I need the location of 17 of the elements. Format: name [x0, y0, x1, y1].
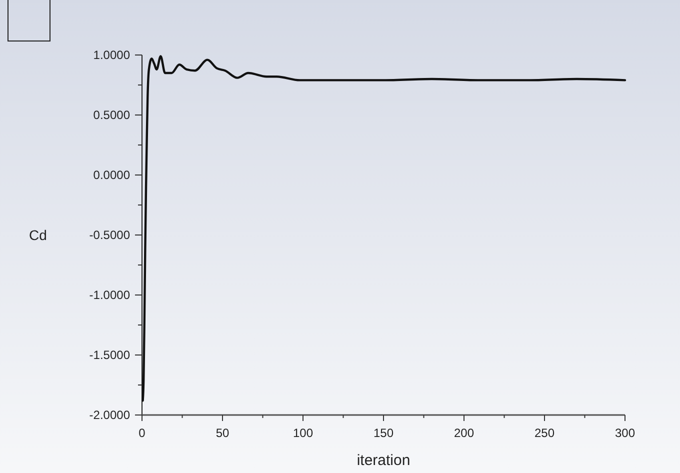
- y-tick-label: 0.5000: [93, 108, 130, 122]
- x-tick-label: 200: [454, 426, 474, 440]
- x-tick-label: 300: [614, 426, 636, 440]
- x-tick-label: 250: [534, 426, 555, 440]
- x-tick-label: 0: [138, 426, 146, 440]
- y-tick-label: -1.0000: [89, 288, 130, 302]
- line-series: [142, 55, 626, 402]
- y-axis-title: Cd: [29, 227, 47, 243]
- x-tick-label: 50: [216, 426, 230, 440]
- y-tick-label: -0.5000: [89, 228, 130, 242]
- y-tick-label: 1.0000: [93, 48, 130, 62]
- y-tick-label: -1.5000: [89, 348, 130, 362]
- y-tick-label: -2.0000: [89, 408, 130, 422]
- y-tick-label: 0.0000: [93, 168, 130, 182]
- x-tick-label: 100: [292, 426, 314, 440]
- x-axis-title: iteration: [356, 452, 410, 469]
- x-tick-label: 150: [373, 426, 394, 440]
